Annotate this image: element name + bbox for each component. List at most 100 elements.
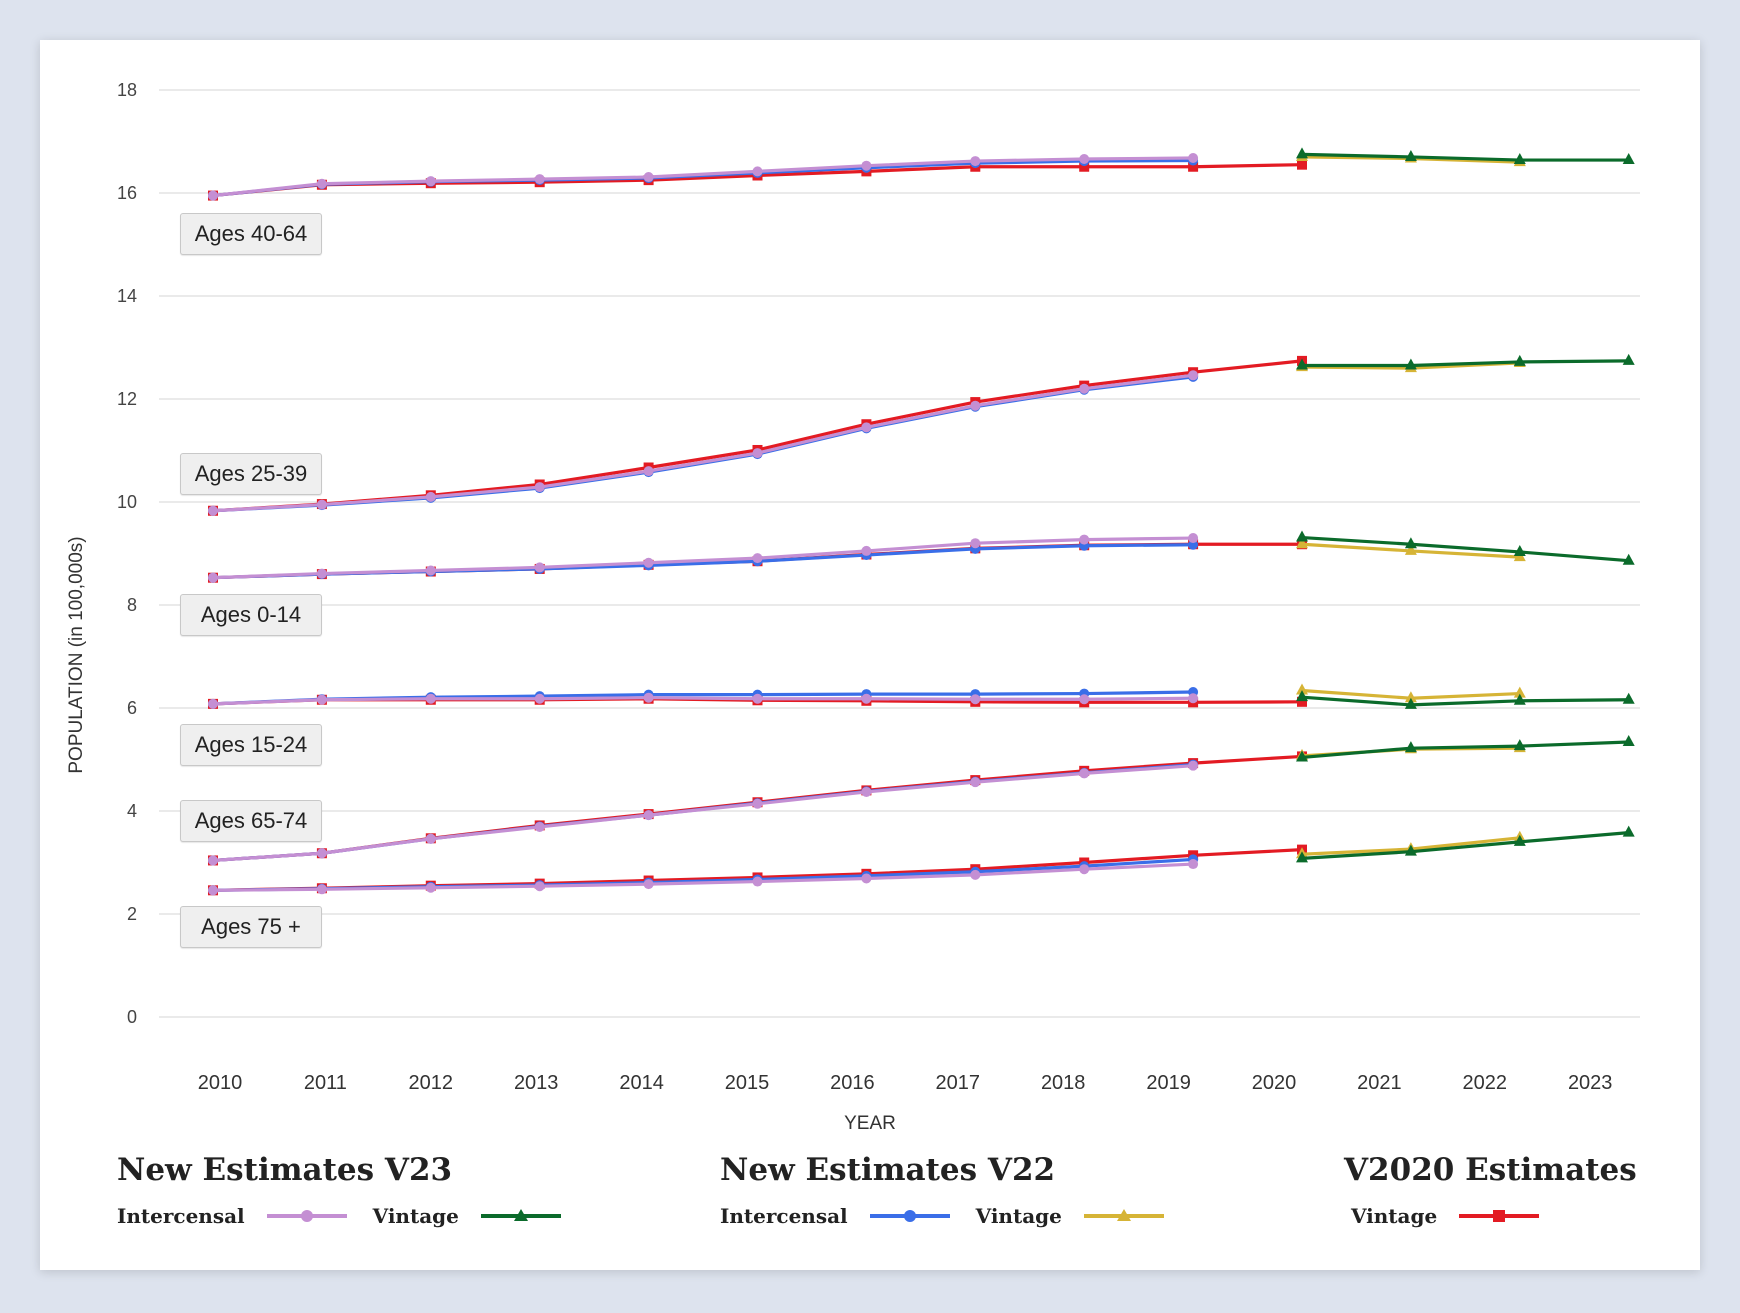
data-point-v23_vintage (1513, 153, 1526, 165)
legend-swatch-v2020-vintage (1459, 1210, 1540, 1222)
data-point-v23_intercensal (208, 698, 218, 709)
x-tick-label: 2019 (1146, 1072, 1191, 1094)
series-lines (208, 147, 1635, 896)
legend-label-v23-vintage: Vintage (372, 1204, 459, 1228)
data-point-v2020_vintage (1188, 161, 1199, 172)
data-point-v23_intercensal (970, 869, 981, 880)
legend-row-v23: Intercensal Vintage (117, 1204, 587, 1228)
y-tick-label: 18 (117, 80, 137, 100)
data-point-v23_intercensal (1079, 534, 1090, 545)
data-point-v23_intercensal (643, 879, 654, 890)
data-point-v23_intercensal (425, 491, 436, 502)
data-point-v23_intercensal (534, 482, 545, 493)
age-label-25-39: Ages 25-39 (180, 453, 322, 495)
x-tick-label: 2011 (304, 1072, 347, 1094)
data-point-v23_intercensal (643, 692, 654, 703)
legend-row-v2020: Vintage (1351, 1204, 1565, 1228)
data-point-v23_intercensal (752, 876, 763, 887)
legend-swatch-v23-intercensal (266, 1210, 347, 1222)
data-point-v23_intercensal (861, 160, 872, 171)
data-point-v23_vintage (1404, 844, 1417, 856)
series-line-v23_vintage (1301, 152, 1629, 162)
x-tick-label: 2012 (409, 1072, 454, 1094)
data-point-v23_vintage (1296, 750, 1308, 762)
data-point-v23_intercensal (1079, 383, 1090, 394)
x-tick-labels: 2010 2011 2012 2013 2014 2015 2016 2017 2018 2019… (198, 1072, 1613, 1094)
series-line-v23_vintage (1301, 740, 1629, 760)
data-point-v23_intercensal (970, 694, 981, 705)
data-point-v23_intercensal (970, 156, 981, 167)
data-point-v23_intercensal (425, 882, 436, 893)
data-point-v23_vintage (1513, 739, 1526, 751)
data-point-v23_intercensal (425, 833, 436, 844)
data-point-v23_intercensal (316, 499, 327, 510)
x-tick-label: 2010 (198, 1072, 243, 1094)
x-tick-label: 2013 (514, 1072, 559, 1094)
y-tick-labels: 0 2 4 6 8 10 12 14 16 18 (117, 80, 137, 1027)
data-point-v23_vintage (1296, 358, 1308, 370)
data-point-v22_vintage (1296, 683, 1308, 695)
data-point-v23_vintage (1296, 147, 1308, 159)
x-tick-label: 2014 (619, 1072, 664, 1094)
y-tick-label: 6 (127, 698, 137, 718)
data-point-v23_intercensal (1188, 533, 1199, 544)
data-point-v23_intercensal (425, 565, 436, 576)
y-axis-label: POPULATION (in 100,000s) (66, 536, 87, 773)
data-point-v23_vintage (1404, 149, 1417, 161)
data-point-v23_intercensal (208, 505, 218, 516)
data-point-v22_vintage (1513, 686, 1526, 698)
series-line-v23_intercensal (212, 373, 1194, 513)
data-point-v23_intercensal (316, 694, 327, 705)
x-tick-label: 2016 (830, 1072, 875, 1094)
data-point-v23_intercensal (1079, 864, 1090, 875)
data-point-v23_intercensal (752, 448, 763, 459)
data-point-v22_vintage (1296, 537, 1308, 549)
data-point-v23_intercensal (752, 166, 763, 177)
legend-title-v22: New Estimates V22 (720, 1152, 1056, 1188)
y-tick-label: 4 (127, 801, 137, 821)
data-point-v23_intercensal (1188, 859, 1199, 870)
data-point-v22_vintage (1404, 543, 1417, 555)
y-tick-label: 2 (127, 904, 137, 924)
data-point-v23_vintage (1404, 697, 1417, 709)
data-point-v23_intercensal (861, 545, 872, 556)
data-point-v23_vintage (1622, 825, 1635, 837)
series-line-v22_intercensal (212, 763, 1194, 863)
data-point-v23_intercensal (970, 777, 981, 788)
data-point-v23_intercensal (534, 693, 545, 704)
age-label-40-64: Ages 40-64 (180, 213, 322, 255)
data-point-v23_intercensal (861, 422, 872, 433)
data-point-v23_intercensal (970, 538, 981, 549)
data-point-v23_intercensal (1079, 768, 1090, 779)
y-tick-label: 10 (117, 492, 137, 512)
data-point-v23_intercensal (316, 884, 327, 895)
data-point-v23_intercensal (1188, 370, 1199, 381)
data-point-v23_vintage (1404, 741, 1417, 753)
data-point-v23_intercensal (1079, 154, 1090, 165)
y-tick-label: 8 (127, 595, 137, 615)
data-point-v23_intercensal (861, 873, 872, 884)
legend-label-v22-vintage: Vintage (975, 1204, 1062, 1228)
age-label-75-plus: Ages 75 + (180, 906, 322, 948)
data-point-v23_intercensal (208, 572, 218, 583)
data-point-v23_intercensal (752, 553, 763, 564)
data-point-v23_vintage (1296, 530, 1308, 542)
series-line-v23_intercensal (212, 696, 1194, 706)
data-point-v23_intercensal (752, 798, 763, 809)
data-point-v2020_vintage (1297, 696, 1307, 707)
data-point-v23_intercensal (643, 466, 654, 477)
age-label-65-74: Ages 65-74 (180, 800, 322, 842)
data-point-v23_intercensal (1188, 693, 1199, 704)
data-point-v23_intercensal (861, 693, 872, 704)
data-point-v23_intercensal (970, 400, 981, 411)
legend-swatch-v23-vintage (480, 1209, 561, 1221)
series-line-v23_vintage (1301, 695, 1629, 707)
data-point-v2020_vintage (1297, 159, 1307, 170)
legend-swatch-v22-intercensal (869, 1210, 950, 1222)
data-point-v23_intercensal (1188, 760, 1199, 771)
data-point-v23_intercensal (752, 693, 763, 704)
legend-row-v22: Intercensal Vintage (720, 1204, 1190, 1228)
data-point-v23_intercensal (861, 786, 872, 797)
data-point-v23_intercensal (534, 174, 545, 185)
series-line-v23_intercensal (212, 862, 1194, 892)
